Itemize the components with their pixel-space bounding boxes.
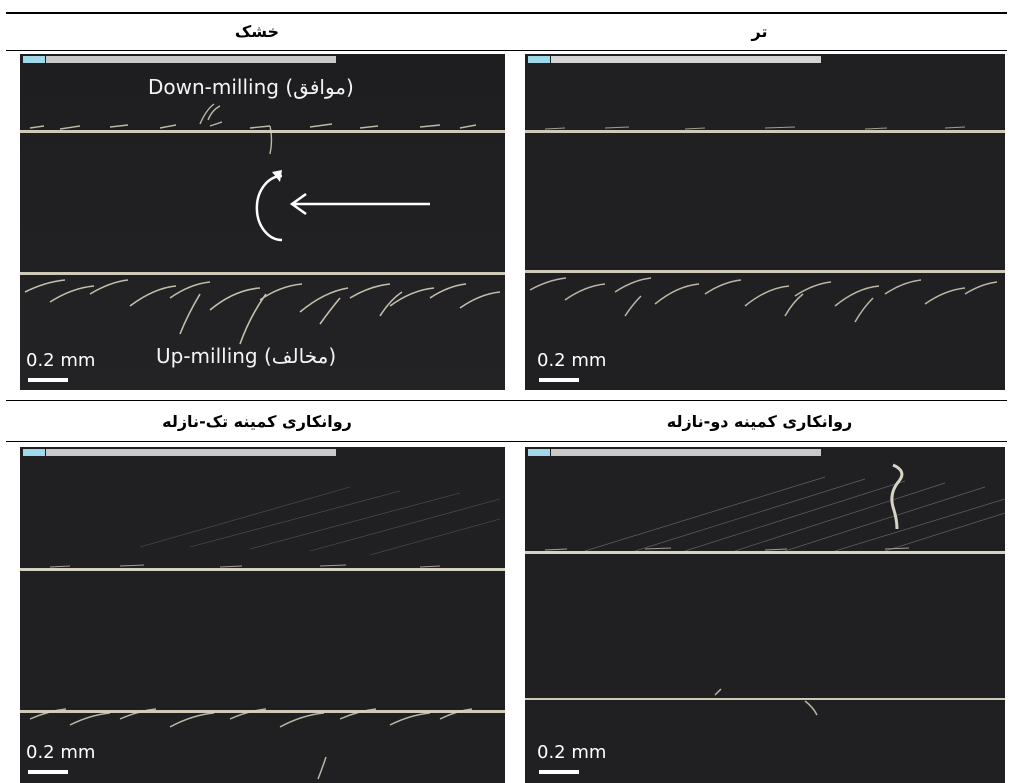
micrograph-single-nozzle: 0.2 mm — [20, 447, 505, 783]
header-rule-bottom — [6, 441, 1007, 442]
scale-bar-dry — [28, 378, 68, 382]
scale-bar-single-nozzle — [28, 770, 68, 774]
micrograph-dual-nozzle: 0.2 mm — [525, 447, 1005, 783]
scale-bar-dual-nozzle — [539, 770, 579, 774]
header-dry: خشک — [234, 22, 280, 41]
scale-label-dual-nozzle: 0.2 mm — [537, 742, 607, 763]
scale-label-wet: 0.2 mm — [537, 350, 607, 371]
micrograph-dual-nozzle-image — [525, 447, 1005, 783]
header-rule-top — [6, 50, 1007, 51]
micrograph-wet-image — [525, 54, 1005, 390]
scale-label-dry: 0.2 mm — [26, 350, 96, 371]
header-single-nozzle: روانکاری کمینه تک-نازله — [162, 412, 352, 431]
scale-bar-wet — [539, 378, 579, 382]
rotation-arc-icon — [255, 174, 283, 242]
row-divider — [6, 400, 1007, 401]
micrograph-single-nozzle-image — [20, 447, 505, 783]
down-milling-label: Down-milling (موافق) — [148, 75, 354, 99]
micrograph-wet: 0.2 mm — [525, 54, 1005, 390]
header-wet: تر — [751, 22, 768, 41]
up-milling-label: Up-milling (مخالف) — [156, 344, 337, 368]
header-dual-nozzle: روانکاری کمینه دو-نازله — [666, 412, 853, 431]
micrograph-dry: Down-milling (موافق) Up-milling (مخالف) … — [20, 54, 505, 390]
scale-label-single-nozzle: 0.2 mm — [26, 742, 96, 763]
table-top-rule — [6, 12, 1007, 14]
micrograph-dry-image — [20, 54, 505, 390]
